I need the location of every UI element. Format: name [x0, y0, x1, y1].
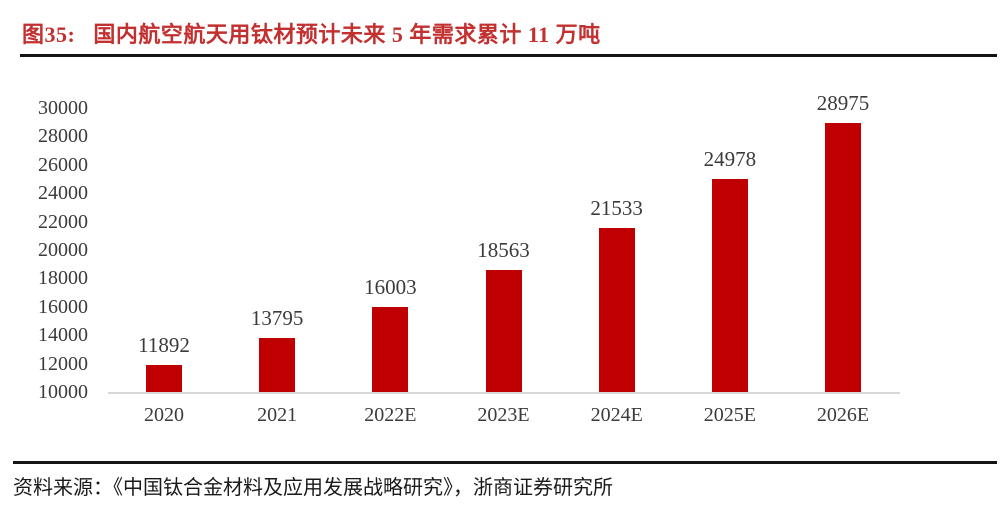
bar-value-label: 28975: [816, 90, 870, 115]
figure-number-label: 图35:: [22, 22, 76, 47]
y-tick-label: 28000: [38, 125, 88, 148]
x-tick-label: 2025E: [703, 404, 756, 426]
x-tick-label: 2022E: [364, 404, 417, 426]
y-tick-label: 16000: [38, 295, 88, 318]
y-tick-label: 18000: [38, 267, 88, 290]
x-tick-label: 2020: [144, 404, 184, 426]
bar-2022E: [372, 306, 409, 392]
bar-2024E: [598, 228, 635, 392]
bar-value-label: 21533: [590, 196, 643, 221]
x-tick-label: 2023E: [477, 404, 530, 426]
source-text: 《中国钛合金材料及应用发展战略研究》，浙商证券研究所: [113, 477, 613, 499]
bar-2023E: [485, 270, 522, 392]
figure-title: 国内航空航天用钛材预计未来 5 年需求累计 11 万吨: [93, 22, 601, 47]
x-tick-label: 2026E: [816, 404, 870, 426]
bar-value-label: 24978: [703, 147, 757, 172]
y-tick-label: 22000: [38, 210, 88, 233]
y-tick-label: 30000: [38, 97, 88, 119]
footer-divider-line: [13, 461, 997, 464]
bar-2020: [146, 365, 182, 392]
bar-chart: 30000 28000 26000 24000 22000 20000 18000 16000…: [0, 80, 1000, 435]
title-divider-line: [20, 54, 997, 57]
bar-2026E: [825, 122, 862, 392]
source-prefix: 资料来源：: [13, 477, 113, 499]
x-tick-label: 2024E: [590, 404, 643, 426]
y-tick-label: 24000: [38, 182, 88, 205]
source-note: 资料来源：《中国钛合金材料及应用发展战略研究》，浙商证券研究所: [13, 471, 613, 500]
bar-value-label: 16003: [364, 274, 417, 299]
bar-value-label: 13795: [250, 306, 304, 331]
bar-value-label: 18563: [477, 238, 530, 263]
y-tick-label: 12000: [38, 352, 88, 375]
figure-header: 图35: 国内航空航天用钛材预计未来 5 年需求累计 11 万吨: [22, 17, 601, 49]
bar-2025E: [711, 179, 748, 392]
y-tick-label: 14000: [38, 324, 88, 347]
y-tick-label: 10000: [38, 381, 88, 403]
x-tick-label: 2021: [257, 404, 298, 426]
y-tick-label: 20000: [38, 239, 88, 261]
bar-value-label: 11892: [138, 333, 190, 358]
bar-2021: [259, 338, 296, 392]
x-axis-line: [108, 392, 900, 394]
y-tick-label: 26000: [38, 153, 88, 176]
